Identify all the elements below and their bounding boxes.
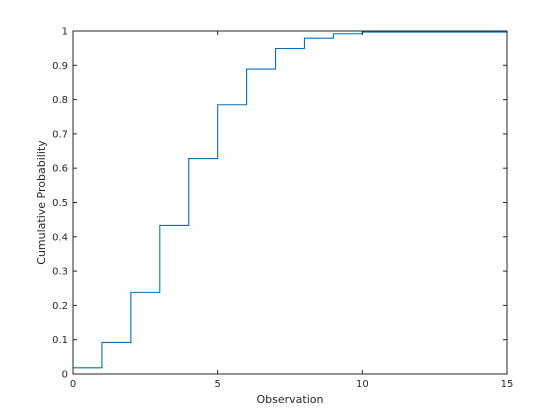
y-tick-label: 0.3	[52, 267, 68, 278]
x-axis-label: Observation	[257, 393, 324, 406]
y-tick-label: 0	[62, 370, 68, 381]
y-tick-label: 0.4	[52, 232, 68, 243]
cdf-step-line	[73, 31, 508, 369]
y-tick-label: 0.6	[52, 164, 68, 175]
y-tick-label: 0.7	[52, 129, 68, 140]
plot-area	[73, 31, 507, 374]
x-tick-label: 10	[356, 379, 369, 390]
series-layer	[73, 31, 508, 369]
x-tick-label: 5	[214, 379, 220, 390]
y-tick-label: 0.8	[52, 95, 68, 106]
y-tick-label: 0.1	[52, 335, 68, 346]
y-axis-label: Cumulative Probability	[35, 140, 48, 265]
ticks-layer: 0 5 10 15 0 0.1 0.2 0.3 0.4 0.5 0.6 0.7 0.8 0.9 1	[52, 27, 513, 391]
y-tick-label: 0.9	[52, 61, 68, 72]
y-tick-label: 0.2	[52, 301, 68, 312]
x-tick-label: 0	[70, 379, 76, 390]
y-tick-label: 0.5	[52, 198, 68, 209]
x-tick-label: 15	[501, 379, 514, 390]
y-tick-label: 1	[62, 27, 68, 38]
